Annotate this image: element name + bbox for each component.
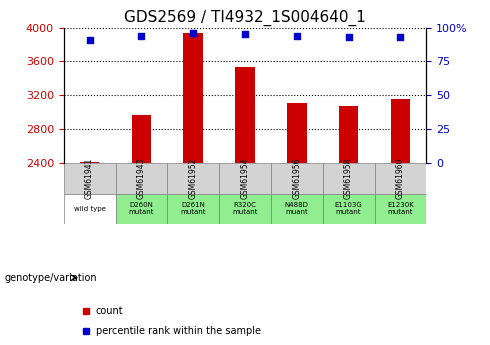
Bar (167, 194, 219, 224)
Text: E1230K
mutant: E1230K mutant (387, 203, 414, 215)
Text: D260N
mutant: D260N mutant (129, 203, 154, 215)
Bar (323, 194, 374, 224)
Point (241, 32, 249, 37)
Text: E1103G
mutant: E1103G mutant (335, 203, 363, 215)
Text: R320C
mutant: R320C mutant (232, 203, 258, 215)
Text: GSM61943: GSM61943 (137, 157, 146, 199)
Text: D261N
mutant: D261N mutant (180, 203, 206, 215)
Point (344, 34, 352, 40)
Bar (64, 163, 116, 194)
Bar (374, 163, 426, 194)
Bar (116, 163, 167, 194)
Point (293, 33, 301, 39)
Bar (64, 194, 116, 224)
Text: wild type: wild type (74, 206, 105, 212)
Text: N488D
muant: N488D muant (285, 203, 309, 215)
Point (189, 30, 197, 36)
Text: GSM61960: GSM61960 (396, 157, 405, 199)
Bar (235, 67, 255, 163)
Bar (219, 194, 271, 224)
Bar (167, 163, 219, 194)
Text: genotype/variation: genotype/variation (5, 273, 98, 283)
Bar (374, 194, 426, 224)
Point (396, 34, 404, 40)
Bar (116, 194, 167, 224)
Bar (323, 163, 374, 194)
Text: GSM61954: GSM61954 (241, 157, 249, 199)
Bar (131, 116, 151, 163)
Text: GSM61941: GSM61941 (85, 157, 94, 199)
Text: percentile rank within the sample: percentile rank within the sample (96, 326, 261, 336)
Point (86, 37, 94, 42)
Bar (271, 194, 323, 224)
Bar (271, 163, 323, 194)
Bar (339, 106, 359, 163)
Text: count: count (96, 306, 123, 315)
Text: GSM61952: GSM61952 (189, 157, 197, 199)
Point (138, 33, 146, 39)
Text: GSM61958: GSM61958 (344, 157, 353, 199)
Bar (80, 161, 99, 163)
Bar (287, 103, 307, 163)
Title: GDS2569 / TI4932_1S004640_1: GDS2569 / TI4932_1S004640_1 (124, 10, 366, 26)
Bar (219, 163, 271, 194)
Text: GSM61956: GSM61956 (293, 157, 301, 199)
Bar (391, 99, 410, 163)
Bar (183, 33, 203, 163)
